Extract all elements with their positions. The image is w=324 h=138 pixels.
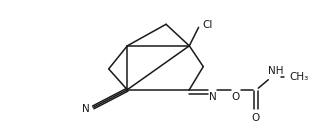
Text: NH: NH — [268, 66, 284, 76]
Text: O: O — [252, 113, 260, 123]
Text: O: O — [232, 92, 240, 102]
Text: Cl: Cl — [202, 20, 213, 30]
Text: CH₃: CH₃ — [289, 72, 308, 82]
Text: N: N — [209, 92, 216, 102]
Text: N: N — [82, 104, 89, 114]
